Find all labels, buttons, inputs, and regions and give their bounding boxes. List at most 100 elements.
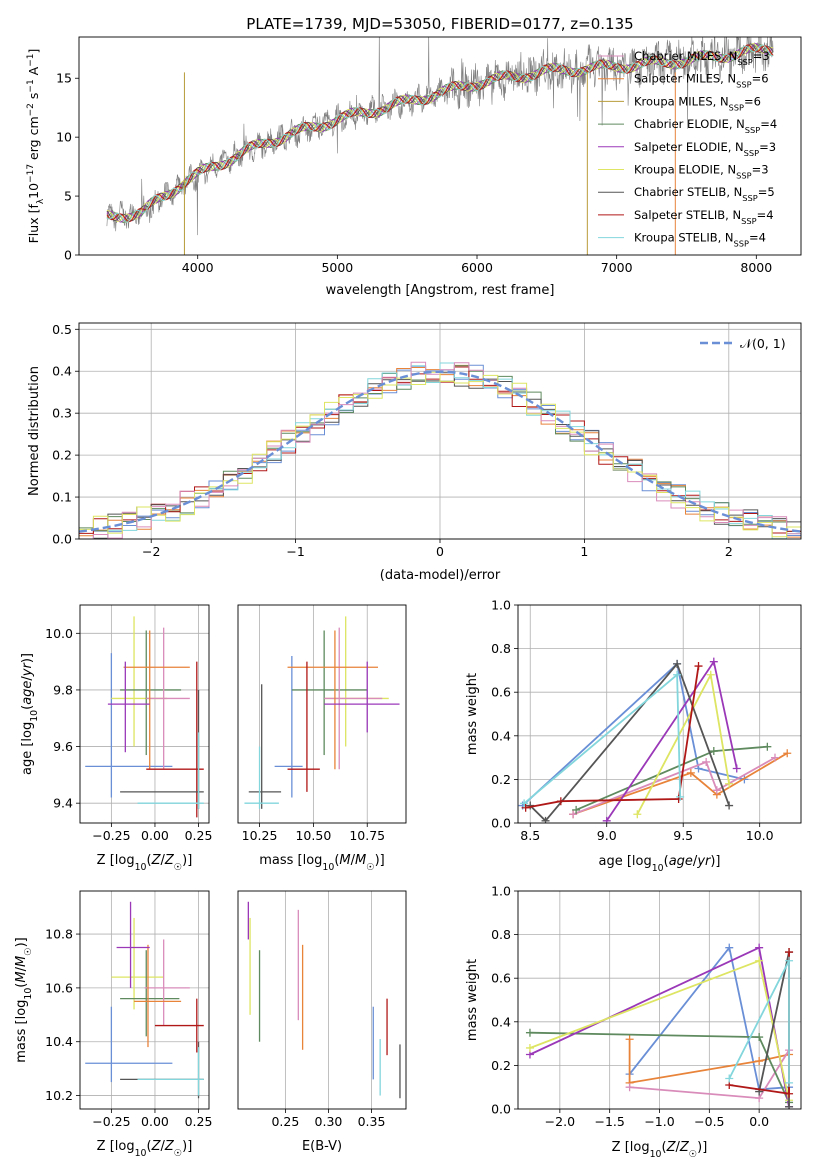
- plot-area: [85, 901, 204, 1099]
- plus-marker: [625, 1035, 634, 1044]
- y-axis-label: age [log10(age/yr)]: [20, 653, 40, 775]
- plus-marker: [785, 948, 794, 957]
- x-tick-label: 8.5: [520, 828, 540, 843]
- error-bar-point: [324, 627, 383, 770]
- y-tick-label: 0.4: [491, 1014, 511, 1029]
- y-tick-label: 0.6: [491, 971, 511, 986]
- histogram-step: [79, 362, 801, 539]
- mass-weight-series: [526, 659, 734, 823]
- x-tick-label: 7000: [601, 260, 633, 275]
- y-tick-label: 0: [64, 248, 72, 263]
- error-bar-point: [287, 661, 320, 792]
- x-tick-label: 4000: [182, 260, 214, 275]
- plus-marker: [569, 810, 578, 819]
- plus-marker: [709, 657, 718, 666]
- plus-marker: [706, 670, 715, 679]
- mass-weight-series: [625, 1046, 794, 1103]
- x-axis-label: E(B-V): [302, 1139, 342, 1154]
- legend-label: Chabrier ELODIE, NSSP=4: [634, 117, 777, 135]
- error-bar-point: [244, 746, 279, 809]
- error-bar-point: [123, 630, 190, 770]
- plus-marker: [525, 1028, 534, 1037]
- x-axis-label: Z [log10(Z/Z☉)]: [612, 1140, 708, 1160]
- plus-marker: [785, 956, 794, 965]
- y-axis-label: mass weight: [465, 959, 480, 1041]
- y-tick-label: 9.8: [53, 682, 73, 697]
- x-tick-label: 0.00: [141, 1114, 169, 1129]
- mass-weight-series: [602, 657, 741, 823]
- error-bar-point: [107, 661, 150, 753]
- spectrum-legend: Chabrier MILES, NSSP=3 Salpeter MILES, NS…: [598, 49, 777, 249]
- plus-marker: [763, 742, 772, 751]
- x-tick-label: 2: [725, 544, 733, 559]
- y-tick-label: 5: [64, 189, 72, 204]
- mass-weight-series: [725, 956, 794, 1087]
- mass-weight-series: [572, 742, 772, 814]
- axes-age-vs-mass: 10.25 10.50 10.75 mass [log10(M/M☉)]: [237, 604, 407, 873]
- model-spectrum: [106, 43, 774, 222]
- x-tick-label: 9.0: [597, 828, 617, 843]
- plot-area: [247, 901, 401, 1099]
- error-bar-point: [324, 661, 400, 733]
- x-tick-label: 0: [436, 544, 444, 559]
- series-line: [525, 665, 700, 809]
- plus-marker: [725, 801, 734, 810]
- mass-weight-series: [520, 670, 685, 808]
- y-tick-label: 0.0: [52, 532, 72, 547]
- x-tick-label: 10.25: [242, 828, 278, 843]
- error-bar-point: [137, 1047, 204, 1096]
- x-tick-label: 0.35: [358, 1114, 386, 1129]
- plot-area: [244, 616, 400, 809]
- legend-label: 𝒩(0, 1): [740, 336, 786, 351]
- legend-label: Chabrier STELIB, NSSP=5: [634, 185, 775, 203]
- legend-label: Salpeter STELIB, NSSP=4: [634, 208, 774, 226]
- plus-marker: [755, 1057, 764, 1066]
- x-axis-label: mass [log10(M/M☉)]: [259, 853, 385, 873]
- error-bar-point: [146, 627, 190, 770]
- series-line: [572, 756, 776, 816]
- plus-marker: [725, 1074, 734, 1083]
- axes-frame: [79, 890, 210, 1110]
- plus-marker: [525, 1043, 534, 1052]
- plus-marker: [725, 779, 734, 788]
- error-bar-point: [137, 732, 204, 809]
- x-axis-label: Z [log10(Z/Z☉)]: [97, 1139, 193, 1159]
- axes-frame: [517, 604, 802, 824]
- plus-marker: [541, 816, 550, 823]
- plot-area: [525, 943, 794, 1109]
- axes-frame: [78, 36, 802, 256]
- axes-frame: [79, 604, 210, 824]
- y-tick-label: 15: [56, 71, 72, 86]
- y-tick-label: 0.3: [52, 406, 72, 421]
- plot-area: [518, 657, 792, 823]
- x-tick-label: −2.0: [545, 1114, 575, 1129]
- y-tick-label: 0.8: [491, 927, 511, 942]
- plus-marker: [520, 799, 529, 808]
- x-tick-label: 0.30: [315, 1114, 343, 1129]
- error-bar-point: [287, 630, 378, 770]
- x-axis-label: wavelength [Angstrom, rest frame]: [326, 283, 555, 298]
- x-tick-label: 10.50: [295, 828, 331, 843]
- error-bar-point: [144, 939, 190, 1026]
- y-tick-label: 0.5: [52, 322, 72, 337]
- x-tick-label: 9.5: [673, 828, 693, 843]
- legend-label: Kroupa MILES, NSSP=6: [634, 94, 761, 112]
- error-bar-point: [120, 1041, 204, 1099]
- x-tick-label: −0.25: [92, 828, 130, 843]
- y-tick-label: 1.0: [491, 884, 511, 899]
- axes-frame: [237, 604, 407, 824]
- plus-marker: [572, 805, 581, 814]
- series-line: [572, 752, 788, 816]
- plus-marker: [725, 943, 734, 952]
- y-axis-label: mass weight: [465, 673, 480, 755]
- x-tick-label: −1.0: [644, 1114, 674, 1129]
- model-spectrum: [106, 44, 774, 223]
- axes-mass-vs-Z: −0.25 0.00 0.25 10.2 10.4 10.6 10.8 Z [log10(Z/…: [14, 890, 212, 1159]
- y-tick-label: 0.0: [491, 1102, 511, 1117]
- plot-area: [85, 616, 204, 818]
- y-tick-label: 9.4: [53, 796, 73, 811]
- x-axis-label: age [log10(age/yr)]: [598, 854, 720, 874]
- x-tick-label: 0.25: [185, 828, 213, 843]
- y-tick-label: 0.1: [52, 490, 72, 505]
